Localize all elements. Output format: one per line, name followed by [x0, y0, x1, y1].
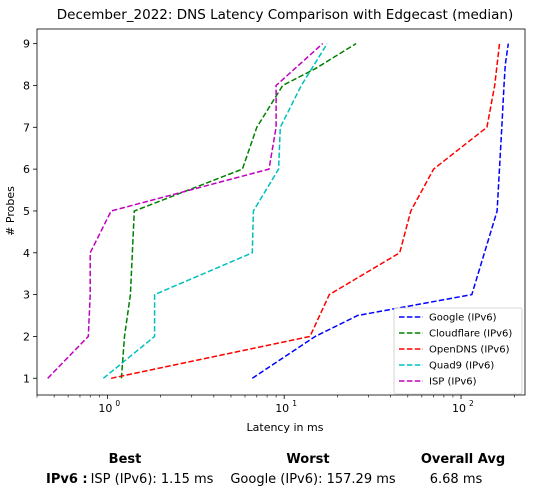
legend-label-4: ISP (IPv6)	[429, 377, 477, 388]
legend: Google (IPv6) Cloudflare (IPv6) OpenDNS (I…	[393, 307, 523, 395]
y-tick-label: 1	[23, 372, 30, 385]
summary-header-worst: Worst	[286, 452, 330, 467]
chart-title: December_2022: DNS Latency Comparison wi…	[57, 7, 513, 23]
y-tick-label: 8	[23, 79, 30, 92]
y-tick-label: 4	[23, 247, 30, 260]
x-tick-exponent: 0	[115, 399, 120, 408]
y-tick-label: 7	[23, 121, 30, 134]
legend-label-0: Google (IPv6)	[429, 313, 497, 324]
legend-label-3: Quad9 (IPv6)	[429, 361, 494, 372]
summary-header-best: Best	[108, 452, 142, 467]
x-tick-exponent: 2	[469, 399, 474, 408]
legend-label-1: Cloudflare (IPv6)	[429, 329, 512, 340]
x-axis-label: Latency in ms	[247, 421, 324, 434]
y-tick-label: 9	[23, 38, 30, 51]
x-tick-label: 10	[275, 402, 289, 415]
legend-box	[393, 307, 523, 395]
plot-frame	[36, 28, 526, 396]
summary-table: Best Worst Overall Avg IPv6 : ISP (IPv6)…	[0, 448, 541, 496]
y-tick-label: 2	[23, 330, 30, 343]
y-tick-label: 6	[23, 163, 30, 176]
series-line-2	[110, 43, 501, 380]
series-line-0	[251, 43, 510, 379]
series-line-4	[47, 43, 324, 379]
summary-header-avg: Overall Avg	[420, 452, 506, 467]
y-tick-label: 5	[23, 205, 30, 218]
x-tick-exponent: 1	[292, 399, 297, 408]
summary-best-value: ISP (IPv6): 1.15 ms	[90, 472, 214, 487]
summary-worst-value: Google (IPv6): 157.29 ms	[230, 472, 396, 487]
y-tick-label: 3	[23, 289, 30, 302]
x-tick-label: 10	[98, 402, 112, 415]
legend-label-2: OpenDNS (IPv6)	[429, 345, 510, 356]
latency-chart: December_2022: DNS Latency Comparison wi…	[4, 7, 526, 434]
summary-avg-value: 6.68 ms	[429, 472, 483, 487]
y-axis-label: # Probes	[4, 186, 17, 236]
series-line-1	[120, 42, 357, 379]
x-tick-label: 10	[452, 402, 466, 415]
series-line-3	[102, 43, 328, 379]
summary-row-label: IPv6 :	[46, 472, 88, 487]
